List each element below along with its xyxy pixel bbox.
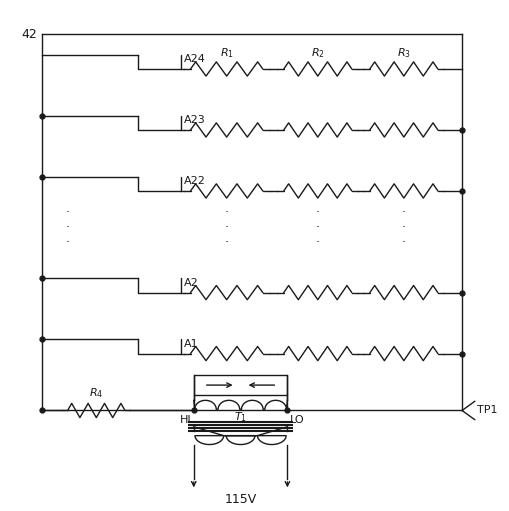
Text: ·
·
·: · · ·: [224, 206, 229, 249]
Text: $R_4$: $R_4$: [89, 386, 103, 400]
Text: ·
·
·: · · ·: [65, 206, 69, 249]
Text: A24: A24: [184, 54, 206, 64]
Text: A22: A22: [184, 176, 206, 186]
Bar: [194, 375, 288, 395]
Text: ·
·
·: · · ·: [402, 206, 406, 249]
Text: $T_1$: $T_1$: [234, 410, 247, 424]
Text: LO: LO: [290, 414, 304, 425]
Text: HI: HI: [180, 414, 191, 425]
Text: A23: A23: [184, 115, 205, 125]
Text: TP1: TP1: [477, 406, 498, 415]
Text: A2: A2: [184, 277, 199, 288]
Text: $R_3$: $R_3$: [397, 46, 411, 60]
Text: 42: 42: [22, 28, 37, 41]
Text: A1: A1: [184, 339, 198, 349]
Text: $R_2$: $R_2$: [311, 46, 325, 60]
Text: ·
·
·: · · ·: [316, 206, 320, 249]
Text: 115V: 115V: [224, 493, 257, 506]
Text: $R_1$: $R_1$: [220, 46, 234, 60]
